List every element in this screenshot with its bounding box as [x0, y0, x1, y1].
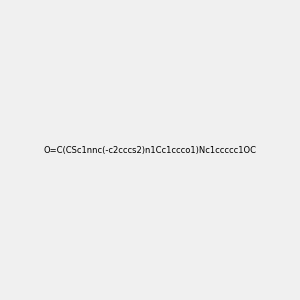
Text: O=C(CSc1nnc(-c2cccs2)n1Cc1ccco1)Nc1ccccc1OC: O=C(CSc1nnc(-c2cccs2)n1Cc1ccco1)Nc1ccccc…: [44, 146, 256, 154]
